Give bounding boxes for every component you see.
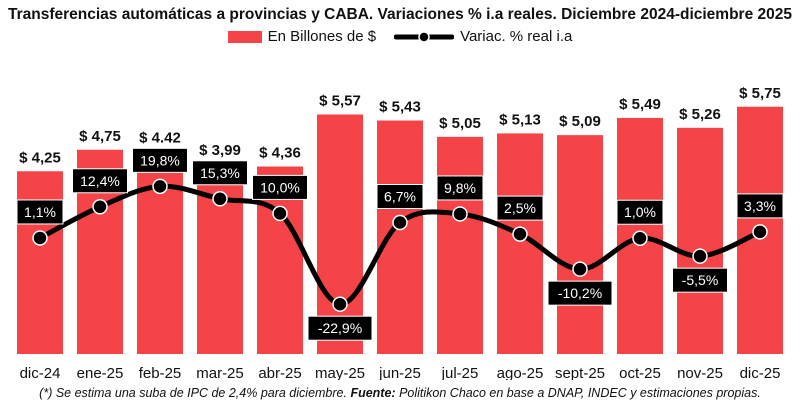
footnote-source: Politikon Chaco en base a DNAP, INDEC y … xyxy=(395,386,761,400)
x-tick-label: jul-25 xyxy=(441,365,479,380)
legend-label: Variac. % real i.a xyxy=(460,28,573,45)
line-value-label: 1,1% xyxy=(24,204,56,220)
line-label-box xyxy=(307,315,373,341)
legend: En Billones de $ Variac. % real i.a xyxy=(0,28,800,45)
line-label-box xyxy=(736,193,784,219)
bar-value-label: $ 3,99 xyxy=(199,142,241,159)
footnote-note: (*) Se estima una suba de IPC de 2,4% pa… xyxy=(39,386,351,400)
x-tick-label: nov-25 xyxy=(677,365,723,380)
x-tick-label: dic-25 xyxy=(740,365,781,380)
line-label-box xyxy=(672,267,728,293)
bar-value-label: $ 4,25 xyxy=(19,149,61,166)
legend-item-bars: En Billones de $ xyxy=(227,28,377,45)
chart-title: Transferencias automáticas a provincias … xyxy=(7,6,792,23)
line-label-box xyxy=(252,174,308,200)
line-label-box xyxy=(436,175,484,201)
line-value-label: 2,5% xyxy=(504,200,536,216)
bar-value-label: $ 5,75 xyxy=(739,85,781,102)
chart: dic-24 ene-25 feb-25 mar-25 abr-25 may-25 jun-… xyxy=(16,85,784,380)
line-label-box xyxy=(616,199,664,225)
line-point xyxy=(452,206,468,222)
footnote-source-label: Fuente: xyxy=(350,386,396,400)
bar-value-label: $ 5,57 xyxy=(319,92,361,109)
bar-value-label: $ 4,75 xyxy=(79,128,121,145)
line-label-box xyxy=(132,147,188,173)
x-tick-label: sept-25 xyxy=(555,365,605,380)
bar xyxy=(317,114,363,355)
line-value-label: 1,0% xyxy=(624,204,656,220)
legend-swatch-bar xyxy=(227,30,262,43)
legend-swatch-line xyxy=(394,30,455,43)
line-point xyxy=(32,230,48,246)
line-label-box xyxy=(547,280,613,306)
line-point xyxy=(332,296,348,312)
line-value-label: 19,8% xyxy=(140,152,180,168)
line-label-box xyxy=(376,184,424,210)
line-value-label: 6,7% xyxy=(384,189,416,205)
bar-value-label: $ 4,36 xyxy=(259,145,301,162)
x-tick-label: feb-25 xyxy=(139,365,182,380)
bar xyxy=(557,135,603,354)
legend-label: En Billones de $ xyxy=(267,28,377,45)
bar-value-label: $ 5,09 xyxy=(559,113,601,130)
x-tick-label: jun-25 xyxy=(378,365,421,380)
bar-value-label: $ 5,13 xyxy=(499,111,541,128)
line-value-label: 15,3% xyxy=(200,165,240,181)
x-tick-label: ago-25 xyxy=(497,365,544,380)
line-point xyxy=(152,178,168,195)
legend-item-line: Variac. % real i.a xyxy=(394,28,572,45)
line-point xyxy=(752,224,768,240)
line-point xyxy=(512,226,528,242)
bar xyxy=(377,120,423,354)
x-tick-label: may-25 xyxy=(315,365,365,380)
line-point xyxy=(632,230,648,246)
bar-value-label: $ 5,49 xyxy=(619,96,661,113)
bar xyxy=(437,136,483,354)
line-point xyxy=(392,214,408,231)
line-value-label: 12,4% xyxy=(80,173,120,189)
x-tick-label: mar-25 xyxy=(196,365,244,380)
line-point xyxy=(92,199,108,215)
bar-value-label: $ 4.42 xyxy=(139,129,181,146)
x-tick-label: ene-25 xyxy=(77,365,124,380)
bar-value-label: $ 5,43 xyxy=(379,99,421,116)
line-value-label: -10,2% xyxy=(558,285,602,301)
line-label-box xyxy=(192,160,248,186)
line-point xyxy=(572,261,588,277)
x-tick-label: dic-24 xyxy=(20,365,61,380)
line-label-box xyxy=(72,168,128,194)
line-label-box xyxy=(496,195,544,221)
line-point xyxy=(272,205,288,222)
bar xyxy=(197,182,243,354)
bar xyxy=(137,163,183,354)
footnote: (*) Se estima una suba de IPC de 2,4% pa… xyxy=(0,386,800,400)
line-value-label: -5,5% xyxy=(682,272,719,288)
bar-value-label: $ 5,26 xyxy=(679,106,721,123)
x-tick-label: oct-25 xyxy=(619,365,661,380)
bar-value-label: $ 5,05 xyxy=(439,115,481,132)
line-label-box xyxy=(16,199,64,225)
bar xyxy=(17,171,63,354)
line-value-label: -22,9% xyxy=(318,320,362,336)
line-value-label: 3,3% xyxy=(744,198,776,214)
line-point xyxy=(692,248,708,264)
line-value-label: 9,8% xyxy=(444,180,476,196)
x-tick-label: abr-25 xyxy=(258,365,301,380)
line-value-label: 10,0% xyxy=(260,179,300,195)
bar xyxy=(677,127,723,354)
line-point xyxy=(212,191,228,207)
